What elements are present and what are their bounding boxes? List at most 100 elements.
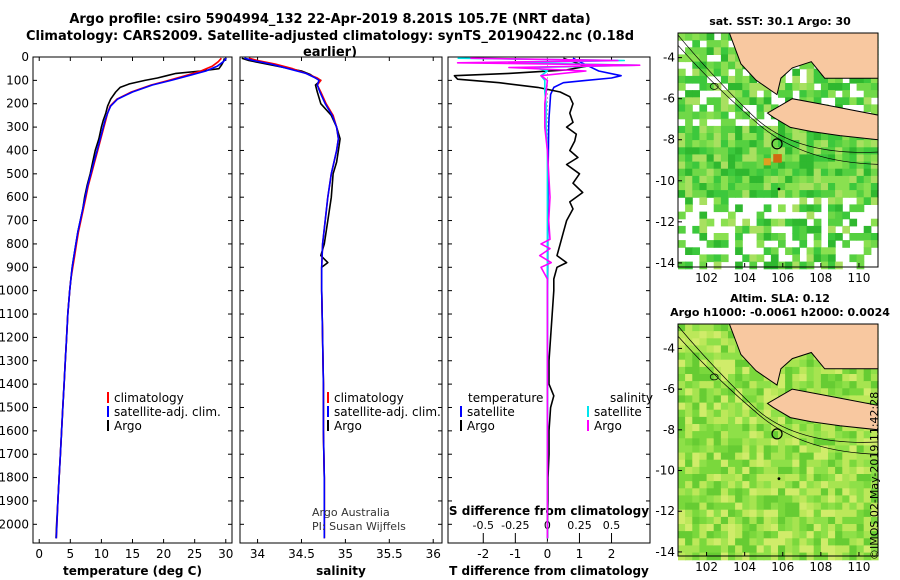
sla-map-cell	[728, 345, 736, 354]
sla-map-cell	[713, 438, 722, 446]
sla-map-cell	[849, 516, 858, 525]
sst-map-cell	[842, 211, 850, 220]
sla-lat-tick-label: -6	[663, 382, 675, 396]
sst-map-cell	[778, 183, 786, 191]
sst-map-cell	[842, 190, 850, 198]
sla-map-cell	[692, 516, 700, 525]
sst-map-cell	[785, 190, 793, 198]
sst-map-cell	[799, 83, 808, 91]
sst-map-cell	[863, 97, 872, 105]
sst-map-cell	[699, 104, 708, 113]
sla-map-cell	[849, 452, 858, 461]
sla-map-cell	[720, 459, 729, 468]
sst-map-cell	[692, 175, 700, 184]
sla-map-cell	[856, 395, 865, 404]
sst-map-cell	[770, 104, 779, 113]
sla-map-cell	[749, 509, 758, 518]
sla-map-cell	[863, 374, 872, 382]
sst-map-cell	[720, 125, 729, 134]
sla-map-cell	[685, 416, 693, 425]
sla-map-cell	[870, 488, 879, 496]
sla-map-cell	[706, 409, 715, 418]
sla-map-cell	[692, 509, 700, 518]
sst-map-cell	[699, 140, 708, 148]
sla-map-cell	[849, 381, 858, 389]
sla-map-cell	[778, 509, 786, 518]
sst-map-cell	[756, 225, 765, 234]
sla-map-cell	[842, 374, 850, 382]
sst-map-cell	[820, 83, 829, 91]
sla-map-cell	[813, 502, 822, 511]
sla-map-cell	[735, 366, 743, 375]
sst-map-cell	[806, 61, 815, 70]
sst-map-cell	[856, 140, 865, 148]
sla-map-cell	[742, 495, 750, 504]
sst-map-cell	[863, 75, 872, 84]
sst-map-cell	[856, 204, 865, 213]
sst-map-cell	[792, 154, 800, 163]
sla-map-cell	[706, 416, 715, 425]
sla-map-cell	[678, 381, 686, 389]
sla-map-cell	[849, 545, 858, 554]
sla-map-cell	[699, 331, 708, 339]
sla-map-cell	[770, 409, 779, 418]
sst-map-cell	[685, 54, 693, 63]
sla-map-cell	[706, 438, 715, 446]
sst-map-cell	[692, 190, 700, 198]
sla-map-cell	[813, 388, 822, 396]
depth-tick-label: 700	[6, 214, 29, 228]
sst-map-cell	[856, 75, 865, 84]
sla-map-cell	[806, 524, 815, 532]
sst-map-cell	[749, 254, 758, 263]
sst-map-cell	[713, 61, 722, 70]
sla-map-cell	[820, 524, 829, 532]
sst-map-cell	[828, 168, 836, 177]
sla-map-title: Altim. SLA: 0.12	[730, 292, 830, 305]
sst-map-cell	[678, 225, 686, 234]
sst-map-cell	[713, 233, 722, 241]
sst-map-cell	[792, 183, 800, 191]
sst-map-cell	[756, 254, 765, 263]
sla-map-cell	[713, 459, 722, 468]
sla-map-cell	[706, 331, 715, 339]
sla-map-cell	[749, 409, 758, 418]
sla-map-cell	[706, 516, 715, 525]
sla-map-cell	[842, 524, 850, 532]
sla-map-cell	[706, 381, 715, 389]
sla-map-cell	[692, 359, 700, 368]
sla-map-cell	[870, 466, 879, 475]
sla-map-cell	[842, 459, 850, 468]
sst-map-cell	[792, 247, 800, 255]
sla-map-cell	[735, 474, 743, 482]
sst-map-cell	[735, 83, 743, 91]
sst-map-cell	[720, 204, 729, 213]
sst-map-cell	[828, 190, 836, 198]
sst-map-cell	[863, 104, 872, 113]
sla-map-cell	[742, 481, 750, 489]
sla-map-cell	[713, 381, 722, 389]
sst-map-cell	[678, 168, 686, 177]
sst-map-cell	[870, 154, 879, 163]
sla-map-cell	[742, 424, 750, 432]
sla-map-cell	[685, 338, 693, 346]
sst-map-cell	[792, 161, 800, 170]
sla-map-cell	[820, 488, 829, 496]
sla-map-cell	[713, 538, 722, 546]
sla-map-cell	[785, 416, 793, 425]
sla-map-cell	[720, 538, 729, 546]
sla-map-cell	[870, 502, 879, 511]
sla-map-cell	[699, 474, 708, 482]
sla-lon-tick-label: 104	[733, 560, 756, 574]
sst-map-cell	[799, 183, 808, 191]
sst-map-cell	[813, 204, 822, 213]
sla-map-cell	[785, 424, 793, 432]
sst-map-cell	[835, 75, 843, 84]
sst-map-cell	[685, 175, 693, 184]
sla-map-cell	[828, 459, 836, 468]
sst-lon-tick-label: 104	[733, 271, 756, 285]
sla-map-cell	[799, 452, 808, 461]
sla-map-cell	[813, 374, 822, 382]
sla-map-cell	[770, 445, 779, 454]
sst-map-cell	[813, 233, 822, 241]
